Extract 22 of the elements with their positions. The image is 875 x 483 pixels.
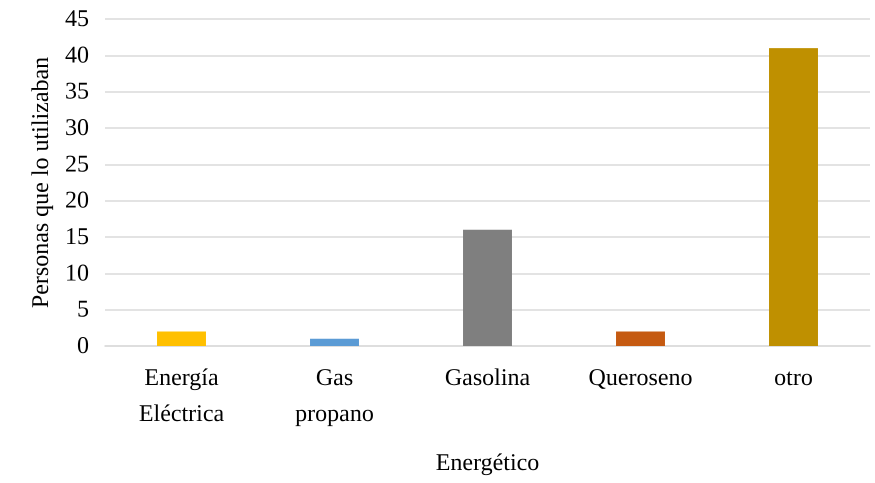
- y-tick-label: 5: [77, 296, 89, 323]
- x-tick-label: otro: [774, 365, 813, 391]
- y-tick-label: 40: [65, 42, 89, 68]
- x-tick-label: Gasolina: [444, 365, 531, 391]
- x-tick-label: Energía Eléctrica: [138, 365, 224, 427]
- bar: [310, 338, 359, 346]
- x-tick-label: Queroseno: [588, 365, 692, 391]
- y-tick-label: 0: [77, 333, 89, 359]
- bar: [769, 48, 818, 346]
- y-tick-label: 10: [65, 260, 89, 286]
- y-axis-title: Personas que lo utilizaban: [28, 56, 54, 308]
- bar: [463, 230, 512, 346]
- y-tick-label: 15: [65, 224, 89, 250]
- bar: [157, 331, 206, 346]
- y-tick-label: 25: [65, 151, 89, 178]
- bar: [616, 331, 665, 346]
- y-tick-label: 30: [65, 115, 89, 141]
- y-tick-label: 35: [65, 78, 89, 105]
- x-axis-title: Energético: [436, 450, 540, 476]
- y-tick-label: 45: [65, 6, 89, 32]
- x-tick-label: Gas propano: [295, 365, 374, 427]
- y-tick-label: 20: [65, 188, 89, 214]
